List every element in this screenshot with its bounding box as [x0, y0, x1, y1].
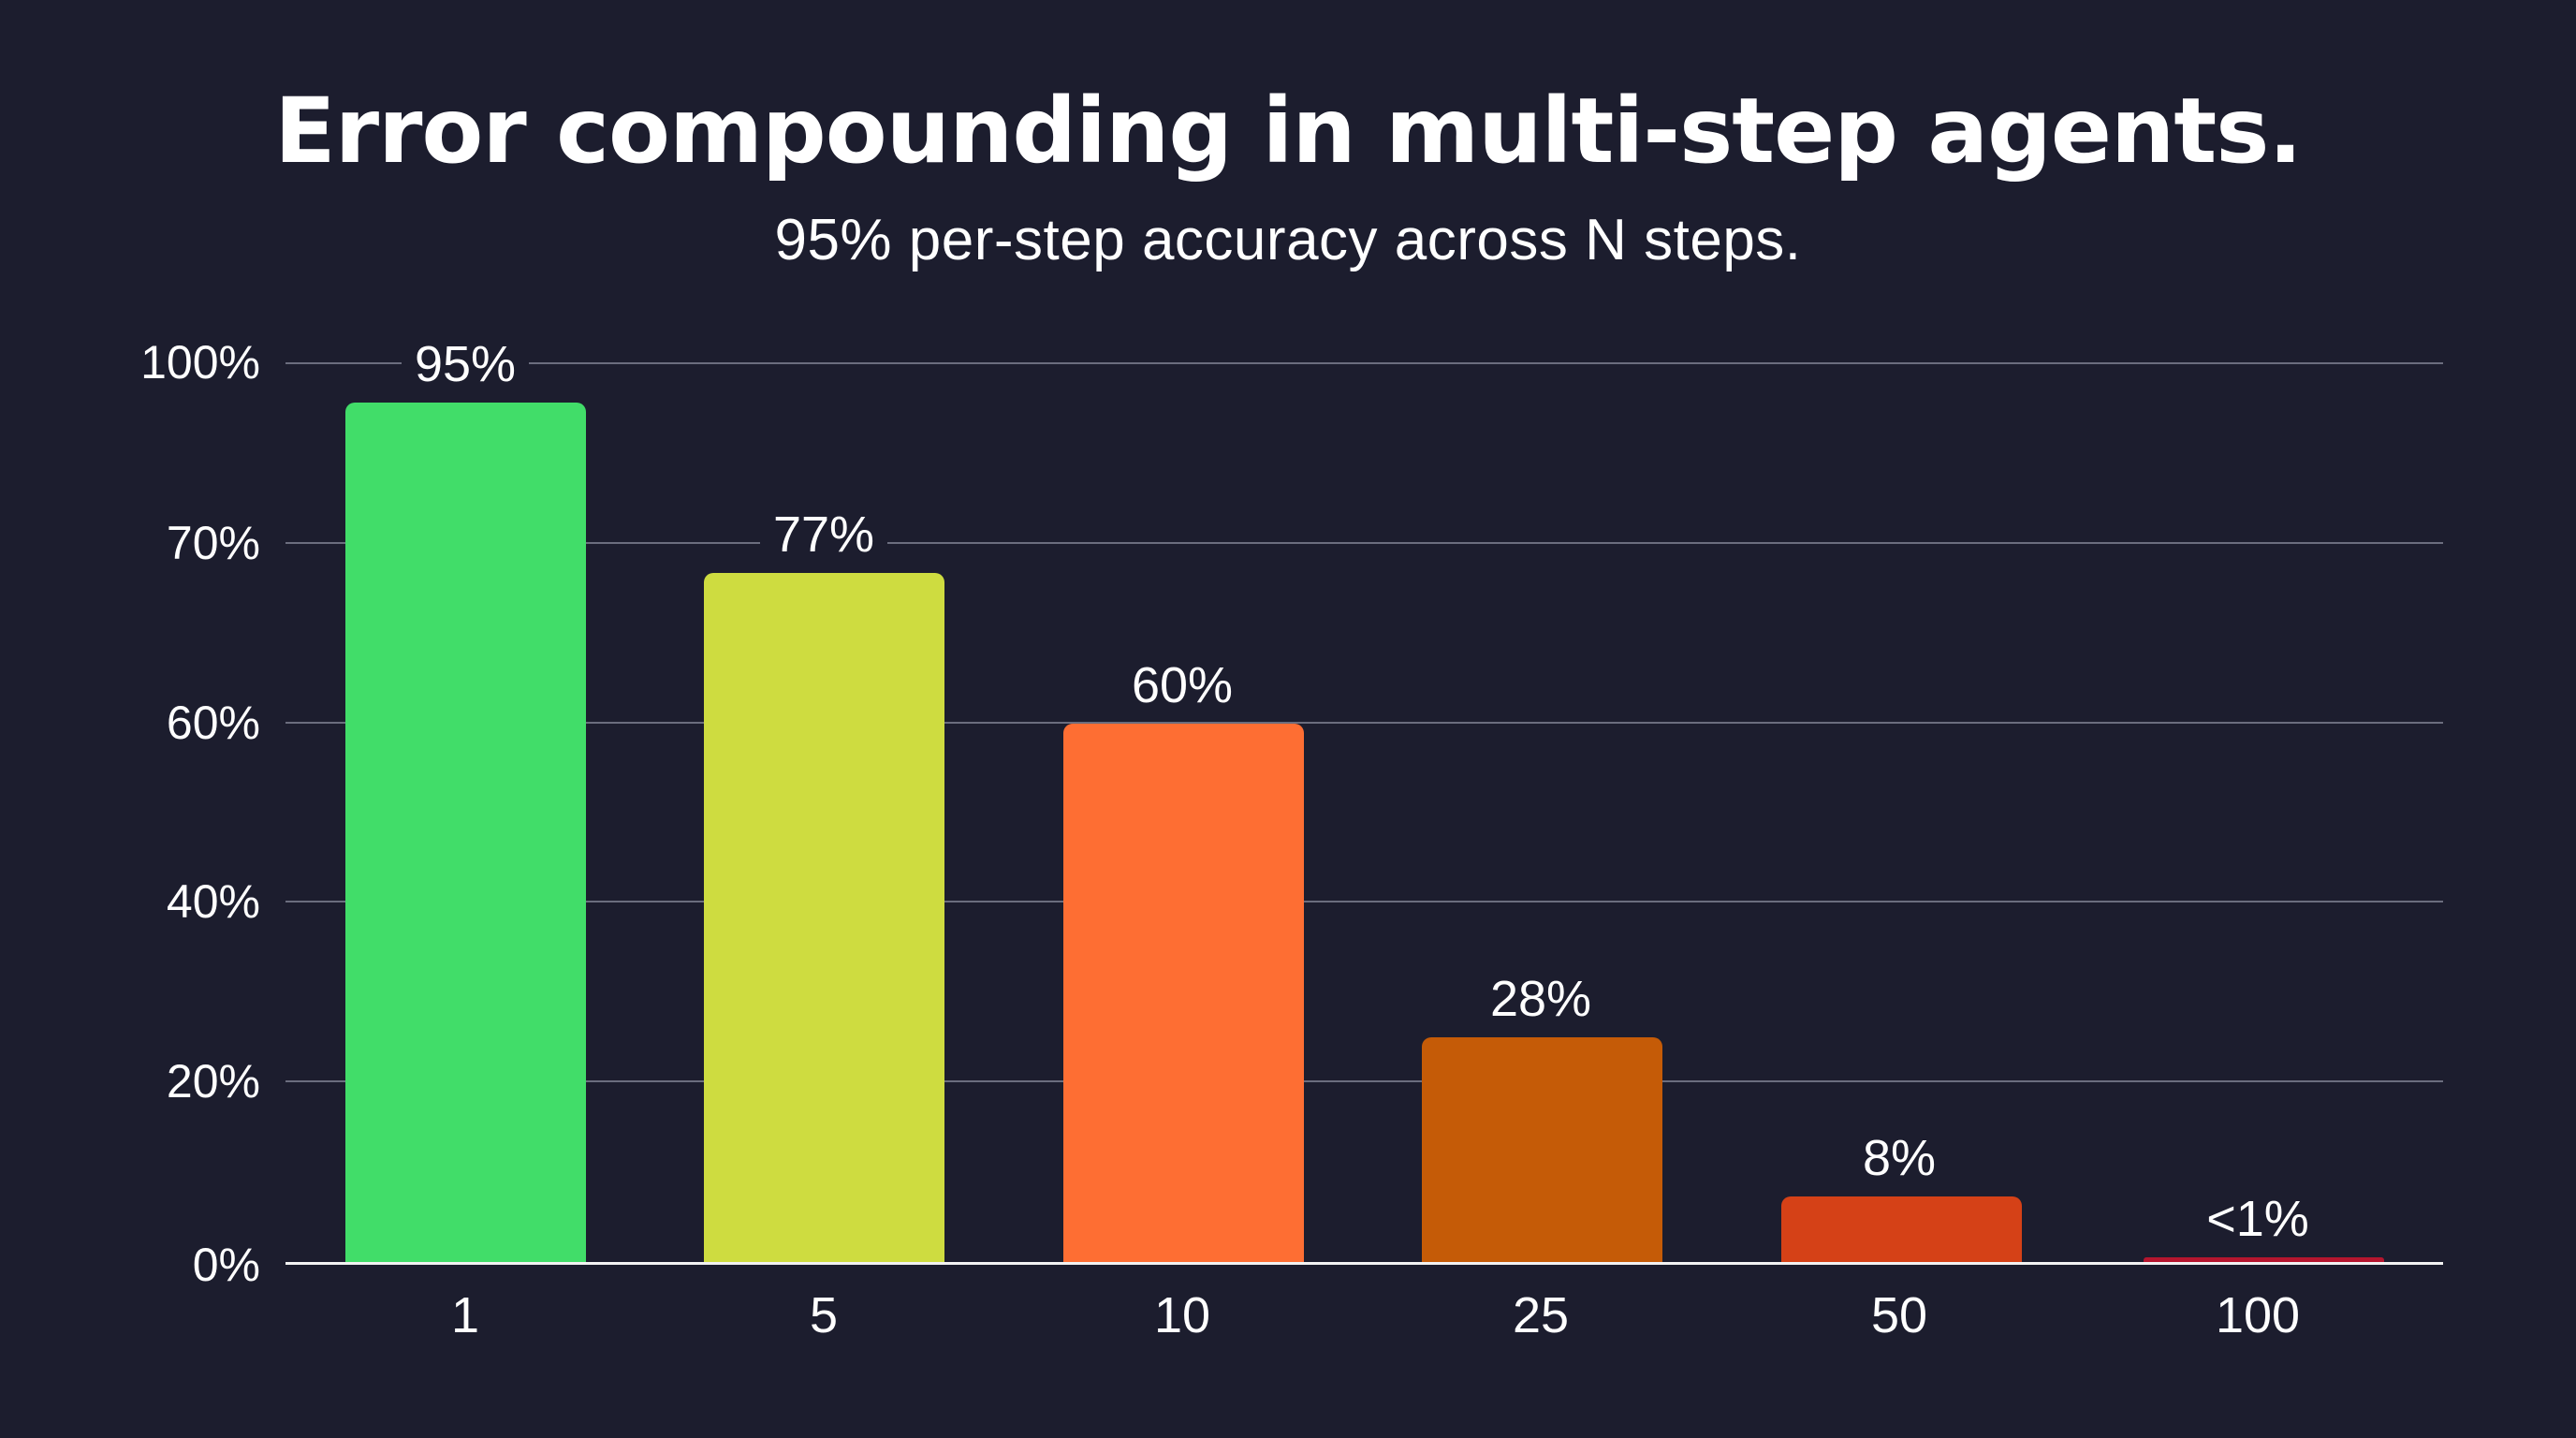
bar-value-label: <1%	[2117, 1191, 2398, 1247]
y-tick-label: 0%	[192, 1239, 260, 1291]
bar-value-text: 8%	[1849, 1130, 1950, 1186]
bar-50-steps	[1781, 1196, 2022, 1262]
x-tick-label: 10	[1153, 1287, 1211, 1343]
chart-title: Error compounding in multi-step agents.	[274, 79, 2303, 183]
gridline-40	[285, 901, 2443, 902]
bar-5-steps	[704, 573, 944, 1262]
y-tick-label: 20%	[166, 1055, 260, 1108]
gridline-70	[285, 542, 2443, 544]
x-tick-label: 1	[450, 1287, 480, 1343]
bar-value-text: 95%	[401, 336, 530, 392]
bar-value-label: 95%	[325, 336, 606, 392]
x-tick-label: 100	[2215, 1287, 2301, 1343]
gridline-20	[285, 1080, 2443, 1082]
bar-value-label: 8%	[1759, 1130, 2040, 1186]
bar-value-label: 60%	[1042, 657, 1323, 713]
bar-100-steps	[2144, 1257, 2384, 1262]
y-tick-label: 40%	[166, 875, 260, 928]
x-tick-label: 50	[1870, 1287, 1928, 1343]
bar-25-steps	[1422, 1037, 1662, 1262]
gridline-100	[285, 362, 2443, 364]
bar-value-text: 60%	[1118, 657, 1247, 713]
bar-value-label: 77%	[683, 506, 964, 563]
bar-value-label: 28%	[1400, 971, 1681, 1027]
bar-value-text: <1%	[2193, 1191, 2322, 1247]
y-tick-label: 60%	[166, 697, 260, 749]
bar-value-text: 77%	[759, 506, 888, 563]
x-tick-label: 5	[809, 1287, 839, 1343]
y-tick-label: 100%	[140, 336, 260, 389]
bar-value-text: 28%	[1476, 971, 1605, 1027]
x-tick-label: 25	[1512, 1287, 1570, 1343]
y-tick-label: 70%	[166, 517, 260, 569]
gridline-60	[285, 722, 2443, 724]
bar-1-step	[345, 403, 586, 1262]
x-axis-line	[285, 1262, 2443, 1265]
bar-10-steps	[1063, 724, 1304, 1262]
chart-subtitle: 95% per-step accuracy across N steps.	[774, 208, 1802, 272]
